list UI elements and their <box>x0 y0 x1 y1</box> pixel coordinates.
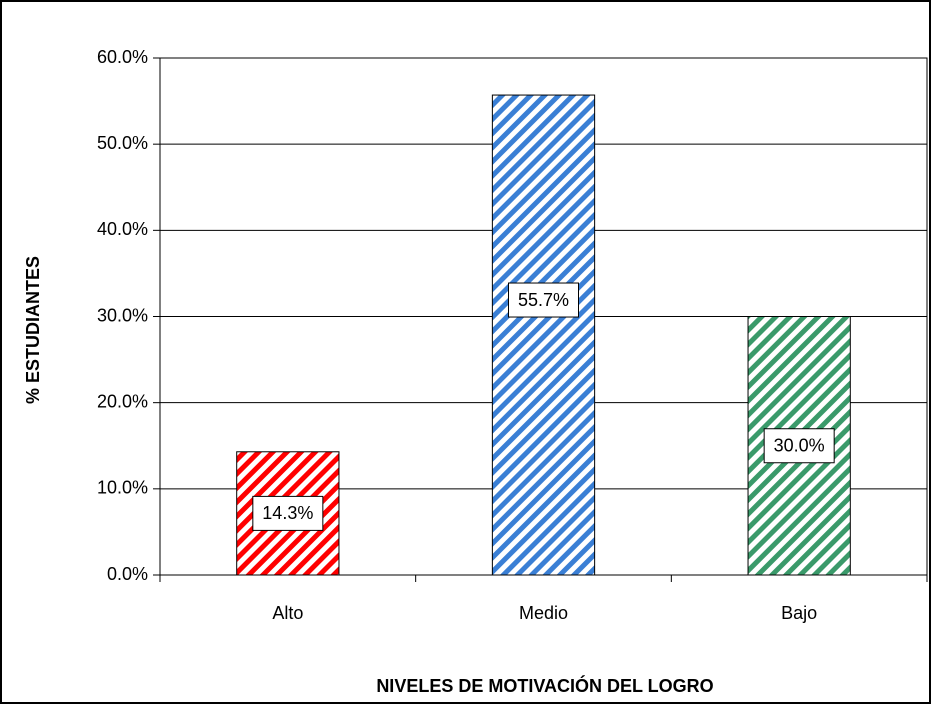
value-label-box <box>508 282 579 318</box>
x-tick-label: Medio <box>519 603 568 623</box>
y-tick-label: 40.0% <box>97 219 148 239</box>
x-tick-label: Bajo <box>781 603 817 623</box>
value-label-box <box>763 428 835 464</box>
y-tick-label: 0.0% <box>107 564 148 584</box>
x-axis-label: NIVELES DE MOTIVACIÓN DEL LOGRO <box>376 675 713 696</box>
y-axis-label: % ESTUDIANTES <box>23 256 43 404</box>
y-tick-label: 20.0% <box>97 391 148 411</box>
x-tick-label: Alto <box>272 603 303 623</box>
y-tick-label: 10.0% <box>97 478 148 498</box>
bar <box>491 94 596 576</box>
value-label-box <box>252 495 324 531</box>
value-label: 30.0% <box>774 436 825 456</box>
value-label: 14.3% <box>262 503 313 523</box>
value-label: 55.7% <box>518 290 569 310</box>
y-tick-label: 50.0% <box>97 133 148 153</box>
y-tick-label: 30.0% <box>97 305 148 325</box>
y-tick-label: 60.0% <box>97 47 148 67</box>
